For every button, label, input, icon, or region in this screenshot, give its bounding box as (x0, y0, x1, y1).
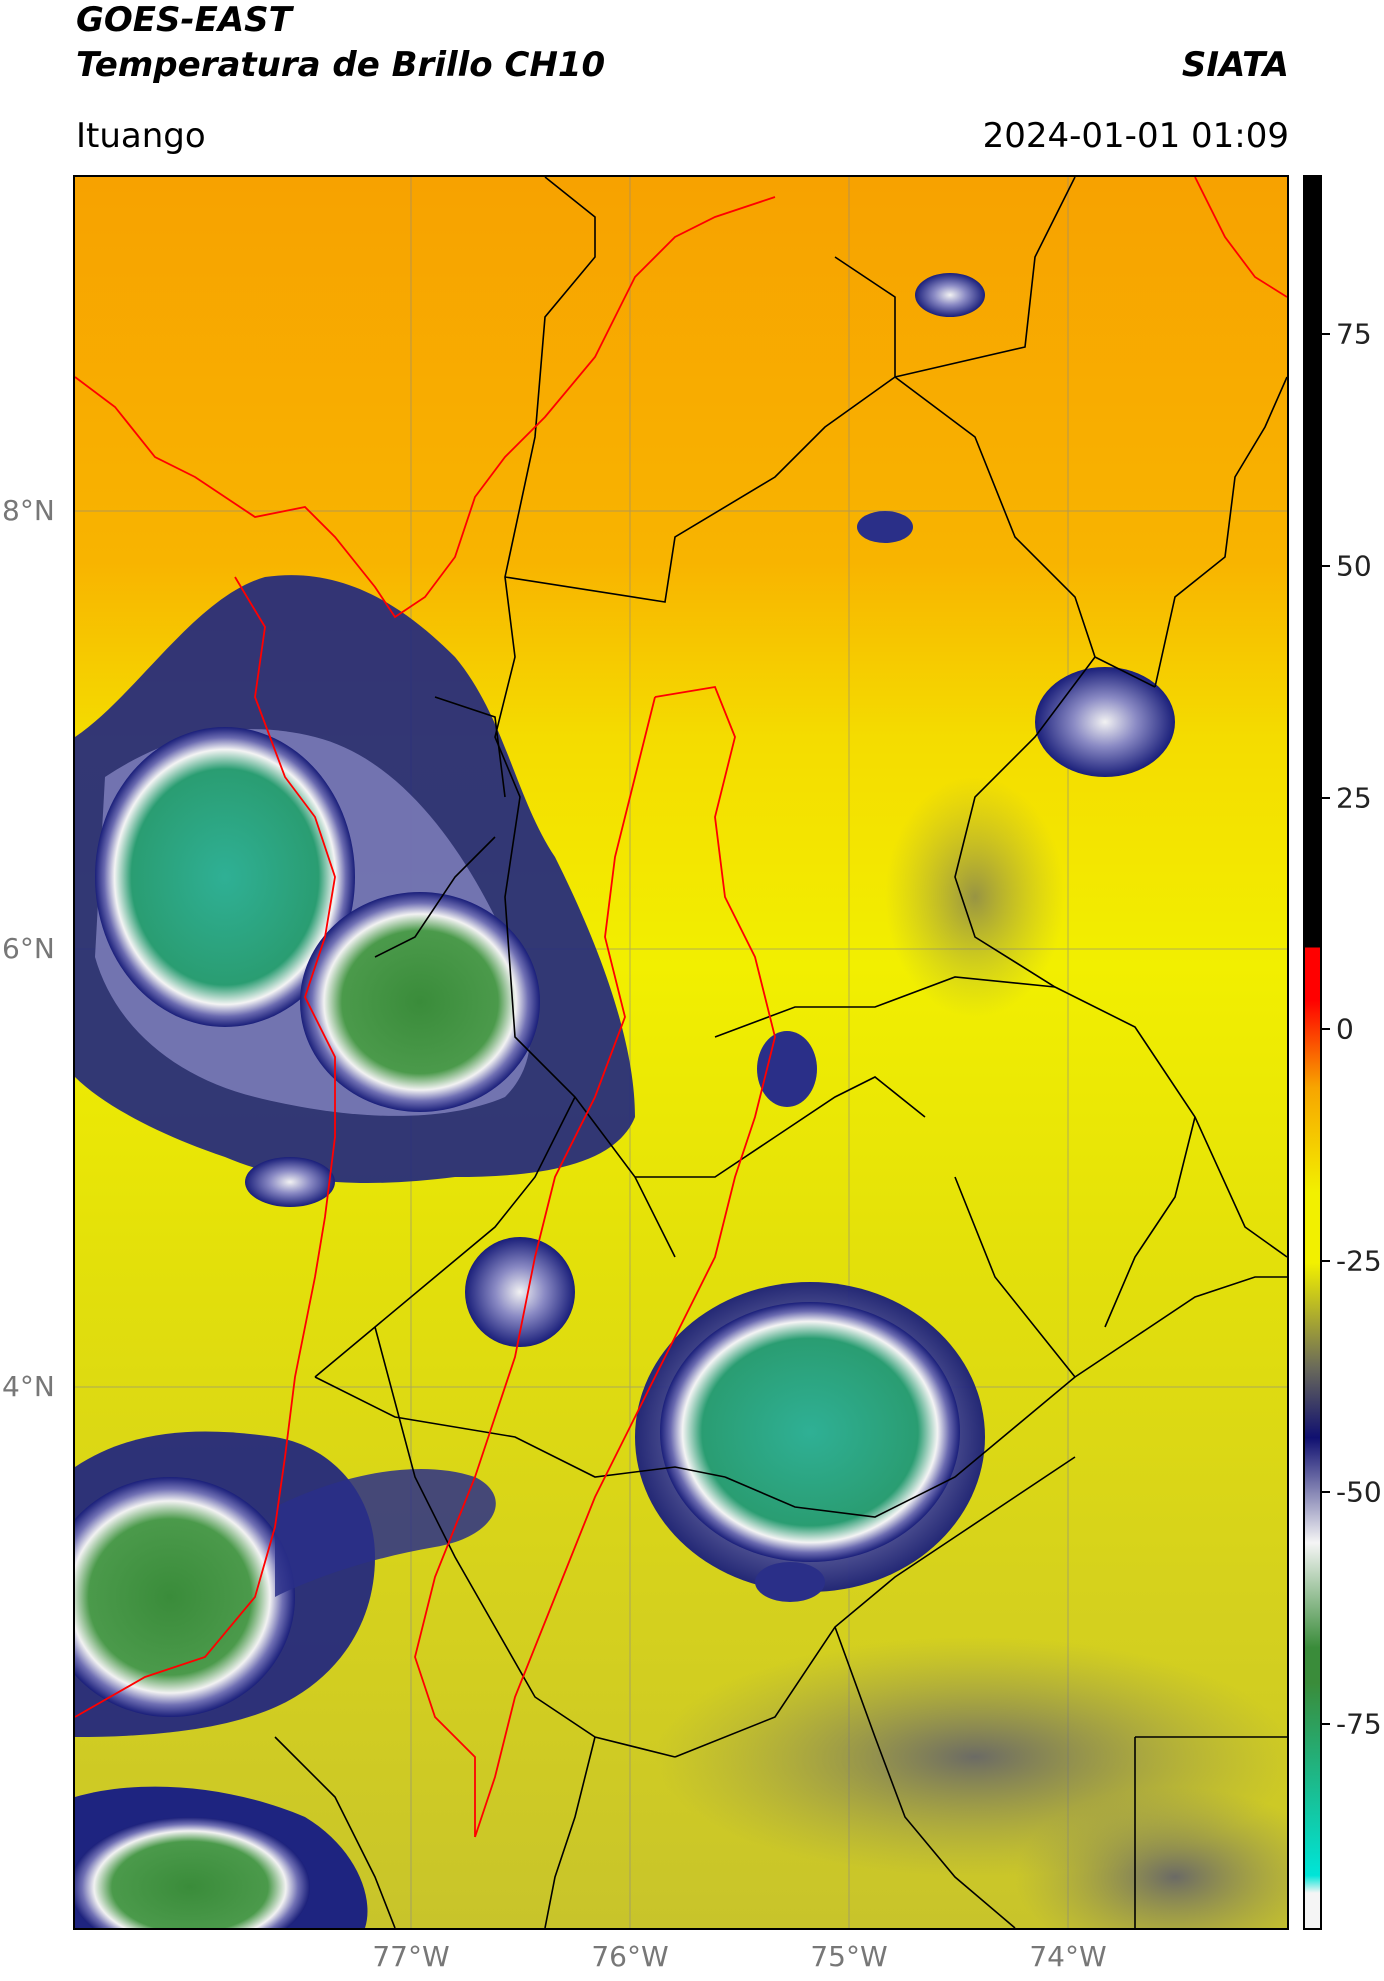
cirrus-haze-east (885, 777, 1065, 1017)
map-canvas (75, 177, 1287, 1928)
storm-cell-central-small (757, 1031, 817, 1107)
storm-cell-teal-west (95, 727, 355, 1027)
colorbar-label-50: 50 (1336, 549, 1372, 583)
storm-cell-northeast (1035, 667, 1175, 777)
storm-cell-north-small (857, 511, 913, 543)
lat-tick-4n: 4°N (2, 1370, 55, 1403)
storm-cell-southeast-small (755, 1562, 825, 1602)
colorbar-label-minus75: -75 (1336, 1707, 1382, 1741)
colorbar-label-0: 0 (1336, 1012, 1354, 1046)
storm-cell-south-coast (465, 1237, 575, 1347)
lon-tick-75w: 75°W (810, 1940, 888, 1973)
lon-tick-77w: 77°W (372, 1940, 450, 1973)
colorbar-label-minus25: -25 (1336, 1244, 1382, 1278)
product-title: Temperatura de Brillo CH10 (76, 45, 606, 85)
colorbar-label-minus50: -50 (1336, 1475, 1382, 1509)
storm-cell-coast (245, 1157, 335, 1207)
storm-cell-green-central (300, 892, 540, 1112)
lat-tick-8n: 8°N (2, 494, 55, 527)
lat-tick-6n: 6°N (2, 932, 55, 965)
storm-cell-north (915, 273, 985, 317)
storm-cell-bottom-left (75, 1817, 310, 1928)
cirrus-haze-southeast (1015, 1787, 1287, 1928)
datetime-label: 2024-01-01 01:09 (982, 116, 1289, 156)
temperature-colorbar (1303, 175, 1322, 1930)
lon-tick-74w: 74°W (1029, 1940, 1107, 1973)
colorbar-label-25: 25 (1336, 781, 1372, 815)
lon-tick-76w: 76°W (591, 1940, 669, 1973)
org-label: SIATA (1181, 45, 1289, 85)
location-label: Ituango (76, 116, 206, 156)
satellite-title: GOES-EAST (76, 0, 292, 40)
satellite-map (73, 175, 1289, 1930)
department-borders (274, 177, 1287, 1928)
coastline-borders (75, 177, 1287, 1838)
storm-cell-southwest (75, 1477, 295, 1717)
colorbar-label-75: 75 (1336, 317, 1372, 351)
storm-cell-southeast (660, 1302, 960, 1562)
cloud-band-southwest (275, 1468, 496, 1597)
